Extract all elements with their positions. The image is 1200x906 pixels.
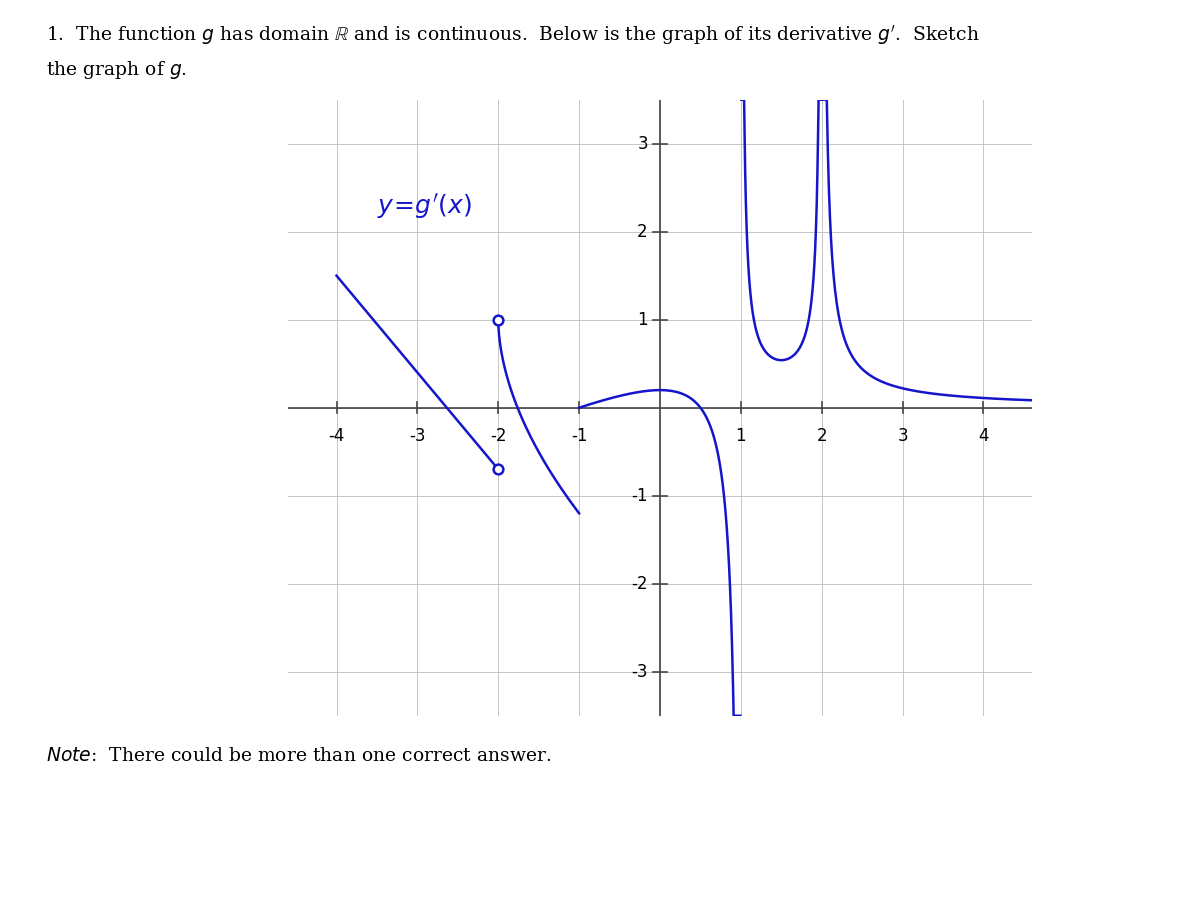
Text: -3: -3	[631, 662, 648, 680]
Text: 2: 2	[637, 223, 648, 241]
Text: -1: -1	[631, 487, 648, 505]
Text: -1: -1	[571, 427, 587, 445]
Text: 1: 1	[637, 311, 648, 329]
Text: 3: 3	[898, 427, 908, 445]
Text: -2: -2	[631, 574, 648, 593]
Text: -2: -2	[490, 427, 506, 445]
Text: 3: 3	[637, 135, 648, 153]
Text: the graph of $g$.: the graph of $g$.	[46, 59, 187, 81]
Text: $y\!=\!g'(x)$: $y\!=\!g'(x)$	[377, 192, 472, 221]
Text: $\mathit{Note}$:  There could be more than one correct answer.: $\mathit{Note}$: There could be more tha…	[46, 747, 551, 766]
Text: 1.  The function $g$ has domain $\mathbb{R}$ and is continuous.  Below is the gr: 1. The function $g$ has domain $\mathbb{…	[46, 23, 979, 46]
Text: 1: 1	[736, 427, 746, 445]
Text: -3: -3	[409, 427, 426, 445]
Text: 2: 2	[816, 427, 827, 445]
Text: 4: 4	[978, 427, 989, 445]
Text: -4: -4	[329, 427, 344, 445]
